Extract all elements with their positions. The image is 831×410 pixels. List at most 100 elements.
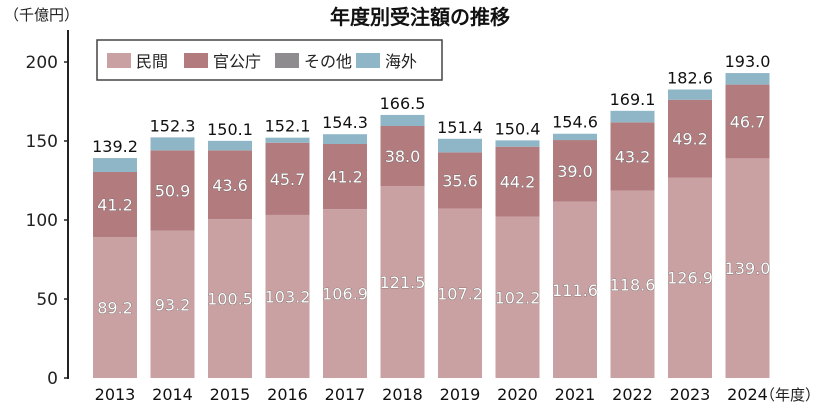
x-tick-label: 2021: [555, 385, 596, 404]
bar-segment: [610, 122, 655, 191]
chart-title: 年度別受注額の推移: [330, 5, 510, 29]
segment-value-label: 118.6: [610, 275, 656, 294]
segment-value-label: 103.2: [265, 287, 311, 306]
bar-segment: [553, 201, 597, 378]
legend-swatch: [356, 53, 380, 68]
total-value-label: 139.2: [92, 137, 138, 156]
bar-segment: [150, 137, 195, 151]
segment-value-label: 46.7: [730, 112, 766, 131]
segment-value-label: 106.9: [322, 285, 368, 304]
segment-value-label: 45.7: [270, 170, 306, 189]
bar-segment: [668, 99, 712, 178]
y-tick-label: 200: [26, 53, 58, 73]
segment-value-label: 43.6: [212, 176, 248, 195]
segment-value-label: 89.2: [97, 299, 133, 318]
total-value-label: 150.4: [495, 119, 541, 138]
x-tick-label: 2016: [267, 385, 308, 404]
y-tick-label: 100: [26, 211, 58, 231]
segment-value-label: 107.2: [437, 284, 483, 303]
total-value-label: 166.5: [380, 94, 426, 113]
bar-segment: [323, 134, 367, 145]
x-tick-label: 2019: [440, 385, 481, 404]
x-tick-label: 2013: [95, 385, 136, 404]
segment-value-label: 39.0: [557, 162, 593, 181]
segment-value-label: 44.2: [500, 173, 536, 192]
segment-value-label: 139.0: [725, 259, 771, 278]
bar-segment: [495, 140, 540, 147]
bar-segment: [150, 150, 195, 231]
x-tick-label: 2018: [382, 385, 423, 404]
legend: 民間 官公庁 その他 海外: [96, 39, 443, 81]
total-value-label: 154.6: [552, 113, 598, 132]
segment-value-label: 43.2: [615, 147, 651, 166]
legend-label: 官公庁: [213, 52, 261, 71]
bar-segment: [208, 140, 252, 151]
legend-label: 民間: [136, 52, 168, 71]
legend-label: 海外: [385, 52, 417, 71]
segment-value-label: 50.9: [155, 182, 191, 201]
bar-segment: [438, 138, 482, 153]
bar-segment: [380, 186, 425, 378]
bar-segment: [150, 230, 195, 378]
y-axis-unit-label: （千億円）: [4, 6, 79, 24]
total-value-label: 152.3: [150, 116, 196, 135]
bar-segment: [725, 84, 770, 159]
bar-segment: [265, 142, 310, 215]
bar-segment: [725, 158, 770, 378]
total-value-label: 169.1: [610, 90, 656, 109]
bar-segment: [208, 219, 252, 378]
bar-segment: [323, 144, 367, 210]
segment-value-label: 49.2: [672, 130, 708, 149]
x-tick-label: 2014: [152, 385, 193, 404]
y-tick-label: 50: [36, 290, 58, 310]
segment-value-label: 35.6: [442, 172, 478, 191]
x-tick-label: 2022: [612, 385, 653, 404]
y-tick-label: 0: [47, 369, 58, 389]
bar-segment: [438, 152, 482, 209]
legend-swatch: [275, 53, 299, 68]
segment-value-label: 38.0: [385, 147, 421, 166]
segment-value-label: 93.2: [155, 295, 191, 314]
total-value-label: 154.3: [322, 113, 368, 132]
segment-value-label: 102.2: [495, 288, 541, 307]
bar-segment: [265, 214, 310, 378]
x-axis-unit-label: （年度）: [760, 386, 820, 404]
x-tick-label: 2017: [325, 385, 366, 404]
bar-segment: [553, 140, 597, 202]
bar-segment: [323, 209, 367, 378]
x-tick-label: 2015: [210, 385, 251, 404]
bar-segment: [93, 237, 137, 378]
bar-segment: [668, 177, 712, 378]
bar-segment: [208, 150, 252, 220]
bar-segment: [725, 73, 770, 85]
total-value-label: 193.0: [725, 52, 771, 71]
segment-value-label: 41.2: [327, 168, 363, 187]
legend-swatch: [107, 53, 131, 68]
segment-value-label: 121.5: [380, 273, 426, 292]
total-value-label: 151.4: [437, 118, 483, 137]
segment-value-label: 126.9: [667, 269, 713, 288]
bar-segment: [380, 125, 425, 187]
total-value-label: 150.1: [207, 120, 253, 139]
legend-swatch: [184, 53, 208, 68]
bar-segment: [610, 110, 655, 123]
segment-value-label: 41.2: [97, 196, 133, 215]
x-tick-label: 2023: [670, 385, 711, 404]
x-tick-label: 2020: [497, 385, 538, 404]
bar-segment: [495, 216, 540, 378]
segment-value-label: 111.6: [552, 281, 598, 300]
x-tick-label: 2024: [727, 385, 768, 404]
bar-segment: [668, 89, 712, 100]
bar-segment: [495, 146, 540, 217]
y-tick-label: 150: [26, 132, 58, 152]
legend-label: その他: [304, 52, 352, 71]
bar-segment: [265, 137, 310, 143]
legend-box: [96, 39, 443, 81]
bar-segment: [438, 208, 482, 378]
bar-segment: [93, 171, 137, 238]
bar-segment: [610, 190, 655, 378]
segment-value-label: 100.5: [207, 290, 253, 309]
bar-segment: [553, 133, 597, 141]
